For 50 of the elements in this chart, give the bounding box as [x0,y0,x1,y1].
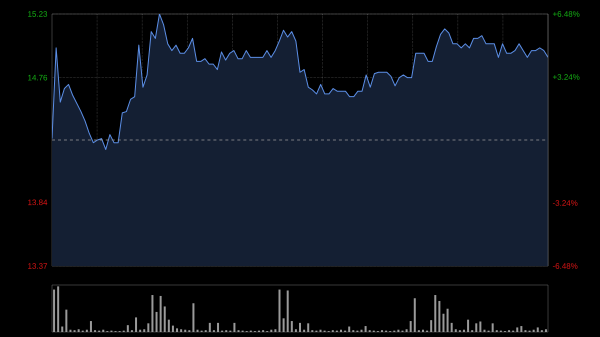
bar [176,328,178,332]
bar [147,323,150,332]
bar [410,321,412,332]
bar [61,326,64,332]
bar [492,323,494,332]
bar [172,326,174,332]
bar [516,327,518,332]
bar [414,298,416,332]
bar [192,303,194,332]
bar [160,296,162,332]
bar [479,322,482,332]
bar [299,322,302,332]
bar [307,323,310,332]
bar [233,322,236,332]
bar [544,329,547,332]
bar [164,306,166,332]
bar [446,308,449,332]
bar [364,326,367,332]
bar [143,329,146,332]
bar [286,290,289,332]
bar [442,314,444,332]
bar [294,329,297,332]
bar [406,329,408,332]
bar [282,318,285,332]
bar [434,295,436,332]
bar [180,329,182,332]
bar [450,322,453,332]
bar [520,326,522,332]
bar [217,322,220,332]
bar [90,321,92,332]
bar [430,320,432,332]
bar [454,329,457,332]
bar [274,329,276,332]
bar [156,312,158,332]
bar [438,300,440,332]
bar [57,286,60,332]
bar [475,323,478,332]
bar [168,320,170,332]
bar [135,317,138,332]
bar [126,325,129,332]
bar [278,290,281,332]
bar [536,327,539,332]
bar [290,321,293,332]
bar [65,310,68,332]
bar [208,322,211,332]
bar [151,295,154,332]
bar [348,326,350,332]
bar [53,290,56,332]
bar [467,320,470,332]
bar [78,329,80,332]
